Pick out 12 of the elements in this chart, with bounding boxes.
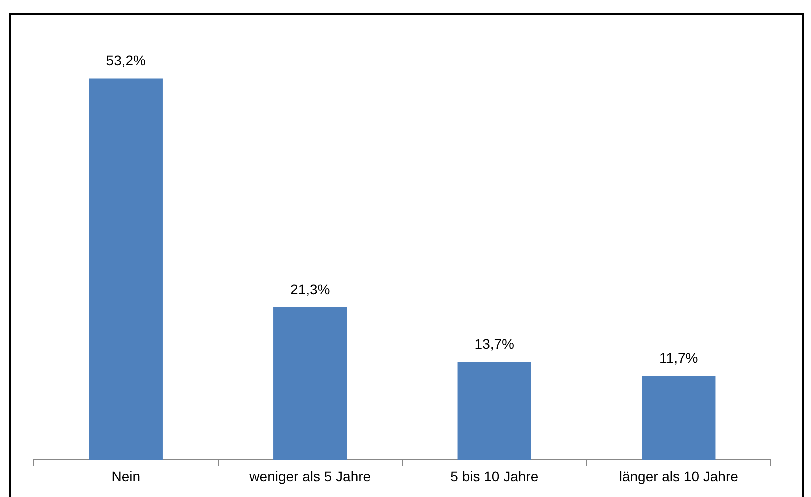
bar <box>642 376 716 460</box>
data-label: 53,2% <box>106 52 146 69</box>
x-tick-label: 5 bis 10 Jahre <box>450 468 539 484</box>
bar <box>89 78 163 460</box>
data-label: 13,7% <box>474 336 514 352</box>
x-tick-label: Nein <box>112 468 141 484</box>
data-label: 11,7% <box>660 350 698 366</box>
bar <box>458 362 532 460</box>
bar <box>274 307 348 460</box>
x-tick-label: länger als 10 Jahre <box>619 468 739 484</box>
x-tick-label: weniger als 5 Jahre <box>248 468 372 484</box>
data-label: 21,3% <box>290 281 330 298</box>
